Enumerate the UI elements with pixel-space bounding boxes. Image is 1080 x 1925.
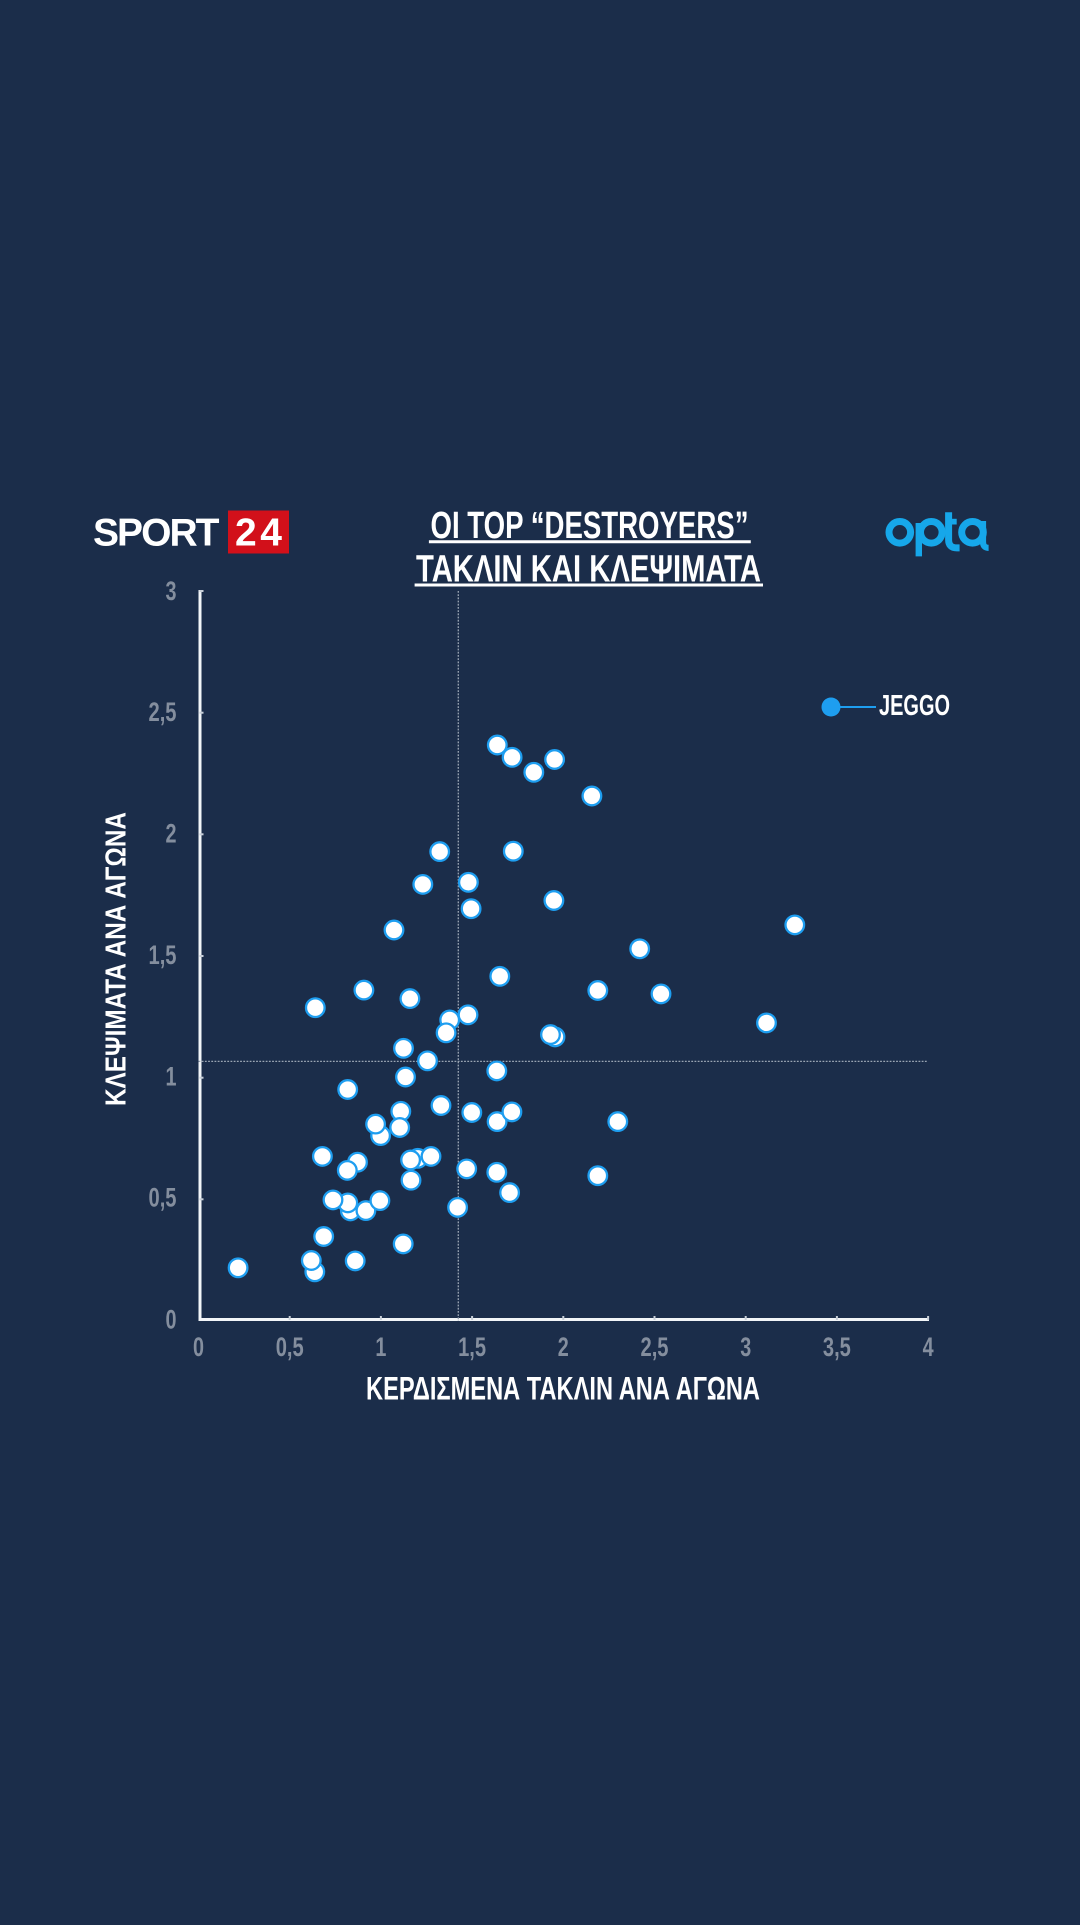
svg-text:0: 0: [166, 1304, 177, 1334]
svg-text:2,5: 2,5: [149, 697, 177, 727]
svg-text:1: 1: [166, 1061, 177, 1091]
svg-text:0,5: 0,5: [149, 1183, 177, 1213]
svg-text:ΤΑΚΛΙΝ ΚΑΙ ΚΛΕΨΙΜΑΤΑ: ΤΑΚΛΙΝ ΚΑΙ ΚΛΕΨΙΜΑΤΑ: [416, 548, 761, 590]
svg-text:3,5: 3,5: [823, 1332, 851, 1362]
svg-text:4: 4: [923, 1332, 934, 1362]
svg-text:3: 3: [166, 576, 177, 606]
svg-text:JEGGO: JEGGO: [879, 690, 950, 722]
svg-text:SPORT: SPORT: [93, 512, 221, 555]
svg-text:0,5: 0,5: [276, 1332, 304, 1362]
svg-text:3: 3: [740, 1332, 751, 1362]
svg-text:2,5: 2,5: [641, 1332, 669, 1362]
svg-text:ΚΕΡΔΙΣΜΕΝΑ ΤΑΚΛΙΝ ΑΝΑ ΑΓΩΝΑ: ΚΕΡΔΙΣΜΕΝΑ ΤΑΚΛΙΝ ΑΝΑ ΑΓΩΝΑ: [366, 1370, 760, 1406]
svg-text:2: 2: [166, 819, 177, 849]
svg-text:0: 0: [193, 1332, 204, 1362]
svg-text:1,5: 1,5: [458, 1332, 486, 1362]
svg-text:1: 1: [375, 1332, 386, 1362]
svg-text:1,5: 1,5: [149, 940, 177, 970]
svg-text:ΟΙ TOP “DESTROYERS”: ΟΙ TOP “DESTROYERS”: [431, 505, 749, 547]
svg-text:2: 2: [558, 1332, 569, 1362]
svg-text:ΚΛΕΨΙΜΑΤΑ ΑΝΑ ΑΓΩΝΑ: ΚΛΕΨΙΜΑΤΑ ΑΝΑ ΑΓΩΝΑ: [101, 812, 133, 1106]
